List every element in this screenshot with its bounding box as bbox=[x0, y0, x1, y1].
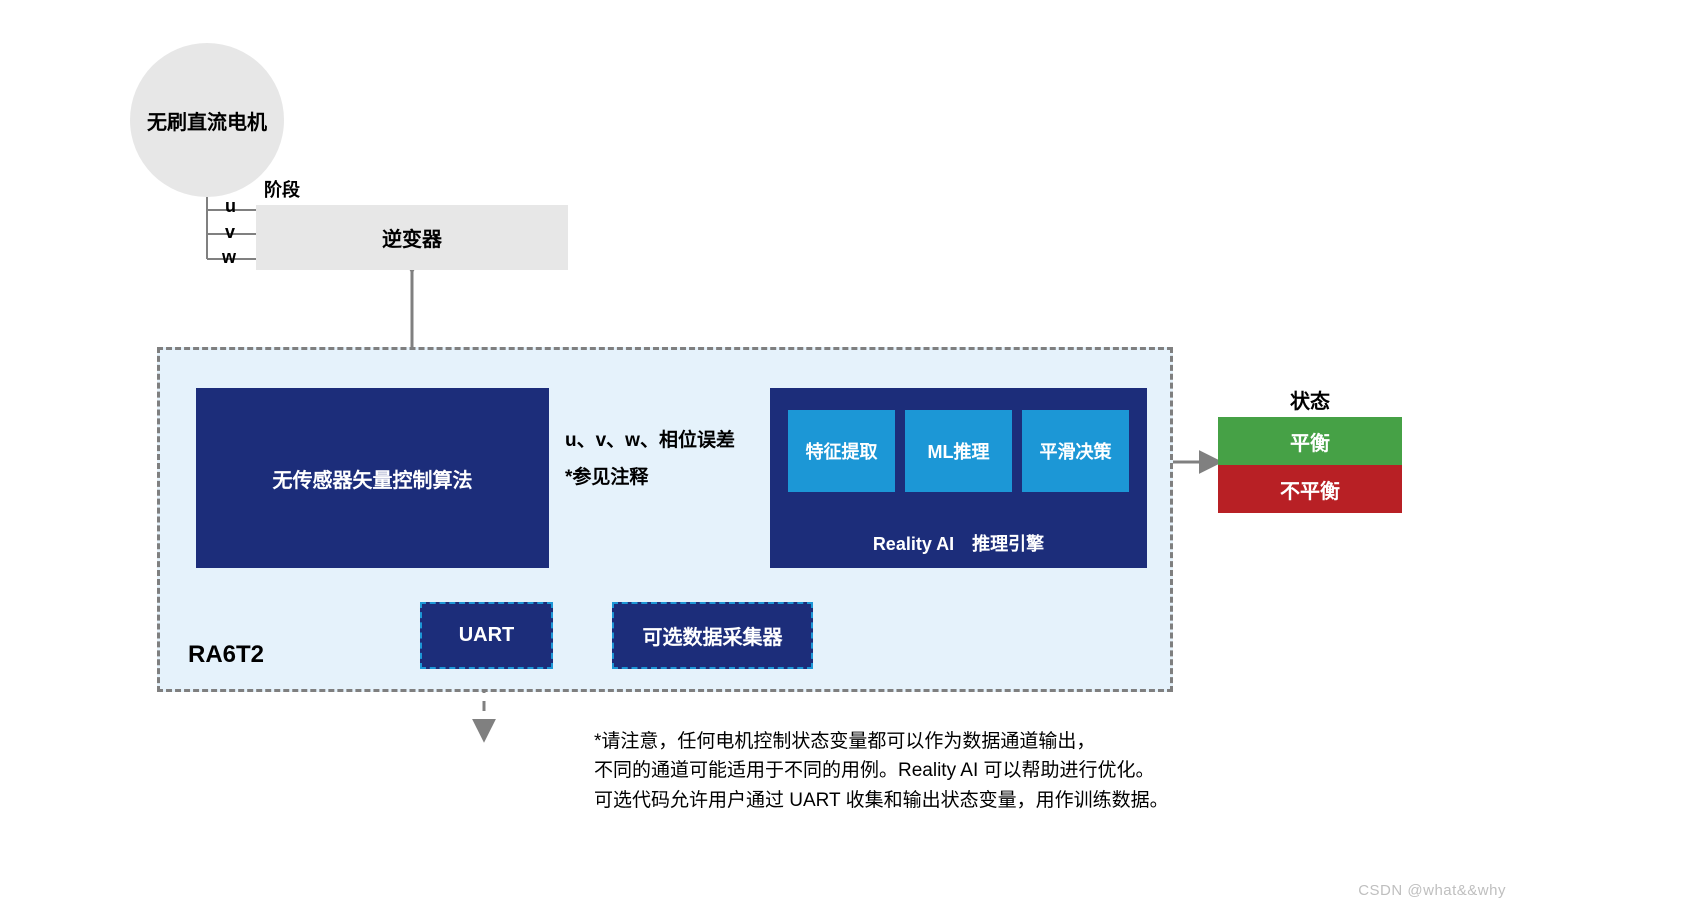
phase-u: u bbox=[225, 196, 236, 217]
watermark: CSDN @what&&why bbox=[1358, 882, 1506, 899]
collector-node: 可选数据采集器 bbox=[612, 602, 813, 669]
engine-node: Reality AI 推理引擎 特征提取 ML推理 平滑决策 bbox=[770, 388, 1147, 568]
footnote: *请注意，任何电机控制状态变量都可以作为数据通道输出， 不同的通道可能适用于不同… bbox=[594, 727, 1169, 815]
engine-step-1: 特征提取 bbox=[788, 410, 895, 492]
ra6t2-label: RA6T2 bbox=[188, 641, 264, 669]
engine-title: Reality AI 推理引擎 bbox=[770, 530, 1147, 556]
motor-node: 无刷直流电机 bbox=[130, 43, 284, 197]
uart-node: UART bbox=[420, 602, 553, 669]
signal-text-2: *参见注释 bbox=[565, 462, 648, 489]
engine-step-2: ML推理 bbox=[905, 410, 1012, 492]
note-line-2: 不同的通道可能适用于不同的用例。Reality AI 可以帮助进行优化。 bbox=[594, 756, 1169, 785]
note-line-1: *请注意，任何电机控制状态变量都可以作为数据通道输出， bbox=[594, 727, 1169, 756]
phase-v: v bbox=[225, 222, 235, 243]
foc-node: 无传感器矢量控制算法 bbox=[196, 388, 549, 568]
phase-title: 阶段 bbox=[264, 176, 300, 202]
note-line-3: 可选代码允许用户通过 UART 收集和输出状态变量，用作训练数据。 bbox=[594, 786, 1169, 815]
engine-step-3: 平滑决策 bbox=[1022, 410, 1129, 492]
status-title: 状态 bbox=[1218, 385, 1402, 413]
signal-text-1: u、v、w、相位误差 bbox=[565, 425, 735, 452]
phase-w: w bbox=[222, 247, 236, 268]
inverter-node: 逆变器 bbox=[256, 205, 568, 270]
status-balanced: 平衡 bbox=[1218, 417, 1402, 465]
status-unbalanced: 不平衡 bbox=[1218, 465, 1402, 513]
